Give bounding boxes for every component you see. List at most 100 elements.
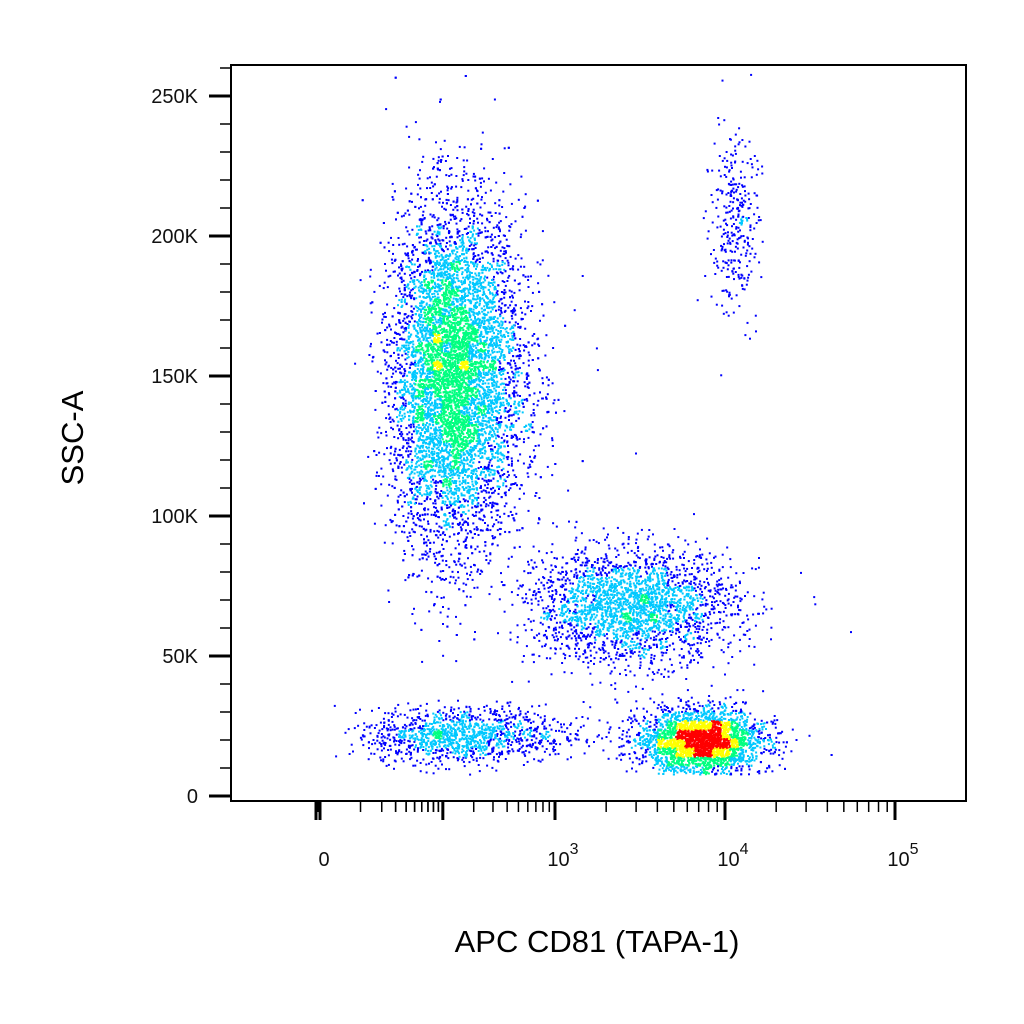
event-dot: [452, 576, 455, 579]
event-dot: [478, 261, 481, 263]
event-dot: [471, 343, 474, 346]
event-dot: [450, 553, 453, 556]
event-dot: [430, 298, 433, 301]
event-dot: [424, 296, 427, 299]
event-dot: [505, 456, 508, 459]
event-dot: [427, 392, 430, 394]
event-dot: [425, 480, 428, 482]
event-dot: [382, 382, 385, 385]
event-dot: [475, 347, 478, 349]
event-dot: [427, 539, 430, 542]
event-dot: [444, 474, 447, 477]
event-dot: [464, 538, 467, 541]
event-dot: [452, 288, 455, 291]
event-dot: [472, 175, 475, 178]
event-dot: [442, 283, 445, 286]
event-dot: [518, 289, 521, 292]
event-dot: [418, 489, 421, 491]
event-dot: [487, 177, 490, 180]
event-dot: [421, 347, 424, 349]
event-dot: [467, 442, 470, 445]
event-dot: [418, 502, 421, 505]
event-dot: [488, 378, 491, 381]
event-dot: [470, 436, 473, 439]
event-dot: [438, 448, 440, 451]
event-dot: [510, 462, 513, 465]
event-dot: [473, 401, 476, 404]
event-dot: [420, 305, 423, 308]
event-dot: [525, 346, 528, 348]
event-dot: [479, 338, 482, 341]
event-dot: [431, 233, 434, 236]
event-dot: [498, 347, 501, 349]
event-dot: [533, 414, 536, 417]
event-dot: [482, 376, 485, 379]
event-dot: [453, 430, 456, 433]
event-dot: [411, 279, 414, 282]
event-dot: [418, 236, 421, 239]
event-dot: [420, 399, 423, 402]
event-dot: [488, 385, 491, 388]
event-dot: [439, 100, 441, 103]
event-dot: [470, 198, 473, 201]
event-dot: [508, 274, 511, 277]
event-dot: [460, 387, 463, 389]
event-dot: [509, 304, 512, 307]
event-dot: [477, 221, 479, 224]
event-dot: [424, 204, 427, 207]
event-dot: [458, 234, 461, 237]
event-dot: [486, 305, 488, 308]
event-dot: [481, 294, 484, 296]
event-dot: [378, 451, 381, 454]
event-dot: [515, 355, 518, 358]
event-dot: [529, 455, 531, 458]
event-dot: [463, 325, 466, 328]
event-dot: [434, 713, 437, 716]
event-dot: [411, 258, 414, 261]
event-dot: [449, 464, 452, 467]
event-dot: [472, 355, 475, 358]
event-dot: [402, 214, 405, 217]
event-dot: [449, 355, 451, 358]
event-dot: [519, 344, 522, 347]
event-dot: [496, 514, 499, 517]
event-dot: [496, 401, 499, 404]
event-dot: [437, 306, 440, 309]
event-dot: [433, 249, 436, 252]
event-dot: [512, 413, 515, 416]
event-dot: [423, 240, 426, 242]
event-dot: [463, 381, 466, 384]
event-dot: [495, 339, 498, 342]
event-dot: [449, 295, 452, 298]
event-dot: [428, 415, 431, 418]
event-dot: [438, 562, 441, 565]
event-dot: [496, 264, 499, 267]
event-dot: [504, 257, 507, 260]
event-dot: [416, 495, 419, 498]
event-dot: [477, 402, 480, 405]
event-dot: [407, 516, 410, 519]
event-dot: [430, 192, 433, 194]
event-dot: [387, 365, 390, 368]
event-dot: [442, 201, 444, 204]
event-dot: [390, 236, 392, 239]
event-dot: [462, 476, 464, 479]
event-dot: [468, 307, 471, 310]
event-dot: [491, 308, 494, 311]
event-dot: [454, 582, 457, 585]
event-dot: [501, 349, 504, 351]
event-dot: [487, 282, 490, 285]
event-dot: [433, 290, 436, 292]
event-dot: [412, 497, 415, 500]
event-dot: [432, 300, 435, 303]
event-dot: [496, 317, 499, 320]
event-dot: [513, 433, 516, 436]
event-dot: [427, 322, 430, 325]
event-dot: [487, 400, 490, 402]
event-dot: [399, 410, 402, 413]
event-dot: [539, 319, 541, 322]
event-dot: [503, 250, 506, 253]
event-dot: [405, 493, 408, 496]
event-dot: [406, 230, 409, 233]
event-dot: [431, 375, 434, 378]
